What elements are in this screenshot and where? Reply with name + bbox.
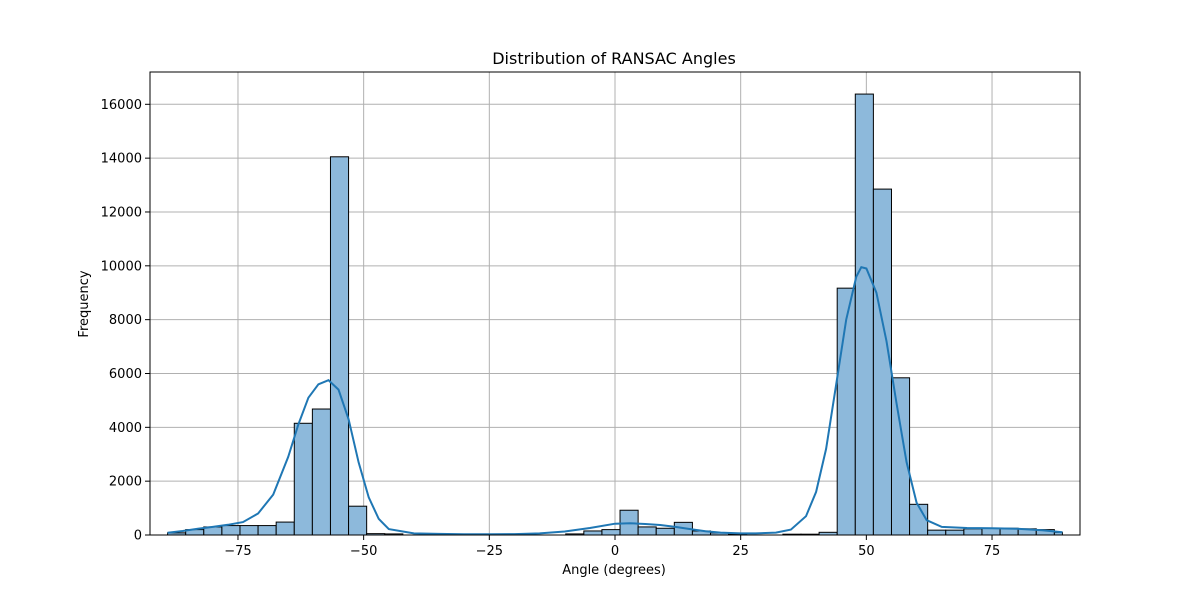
histogram-bar — [275, 521, 295, 536]
x-tick-label: 50 — [858, 544, 875, 559]
histogram-bar — [872, 188, 892, 536]
x-tick-label: 0 — [611, 544, 619, 559]
y-tick-label: 10000 — [101, 259, 142, 274]
x-tick-label: −50 — [350, 544, 377, 559]
histogram-bar — [945, 529, 965, 536]
y-tick-label: 8000 — [109, 313, 142, 328]
y-tick-label: 4000 — [109, 421, 142, 436]
x-tick-label: −25 — [476, 544, 503, 559]
x-axis-ticks: −75 −50 −25 0 25 50 75 — [224, 535, 1000, 559]
histogram-bar — [601, 529, 621, 536]
x-tick-label: 25 — [732, 544, 749, 559]
y-tick-label: 0 — [134, 529, 142, 544]
histogram-bar — [909, 503, 929, 536]
x-tick-label: 75 — [984, 544, 1001, 559]
histogram-bar — [963, 528, 983, 536]
histogram-bar — [329, 156, 350, 536]
histogram-bar — [927, 529, 947, 536]
y-tick-label: 16000 — [101, 98, 142, 113]
kde-curve — [167, 266, 1063, 536]
histogram-bar — [854, 93, 874, 536]
y-tick-label: 14000 — [101, 152, 142, 167]
histogram-bar — [293, 422, 313, 536]
histogram-bar — [221, 525, 241, 536]
histogram-bar — [637, 526, 657, 536]
histogram-bar — [890, 377, 911, 536]
y-axis-ticks: 0 2000 4000 6000 8000 10000 12000 14000 16000 — [101, 98, 150, 544]
histogram-bar — [348, 505, 368, 536]
chart-title: Distribution of RANSAC Angles — [492, 49, 736, 68]
histogram-bar — [257, 525, 277, 536]
histogram-bar — [583, 530, 603, 536]
x-tick-label: −75 — [224, 544, 251, 559]
x-axis-label: Angle (degrees) — [562, 563, 666, 578]
y-axis-label: Frequency — [77, 270, 92, 337]
histogram-bar — [655, 527, 675, 536]
y-tick-label: 12000 — [101, 205, 142, 220]
y-tick-label: 6000 — [109, 367, 142, 382]
histogram-bar — [311, 408, 331, 536]
y-tick-label: 2000 — [109, 475, 142, 490]
histogram-bar — [239, 525, 259, 536]
